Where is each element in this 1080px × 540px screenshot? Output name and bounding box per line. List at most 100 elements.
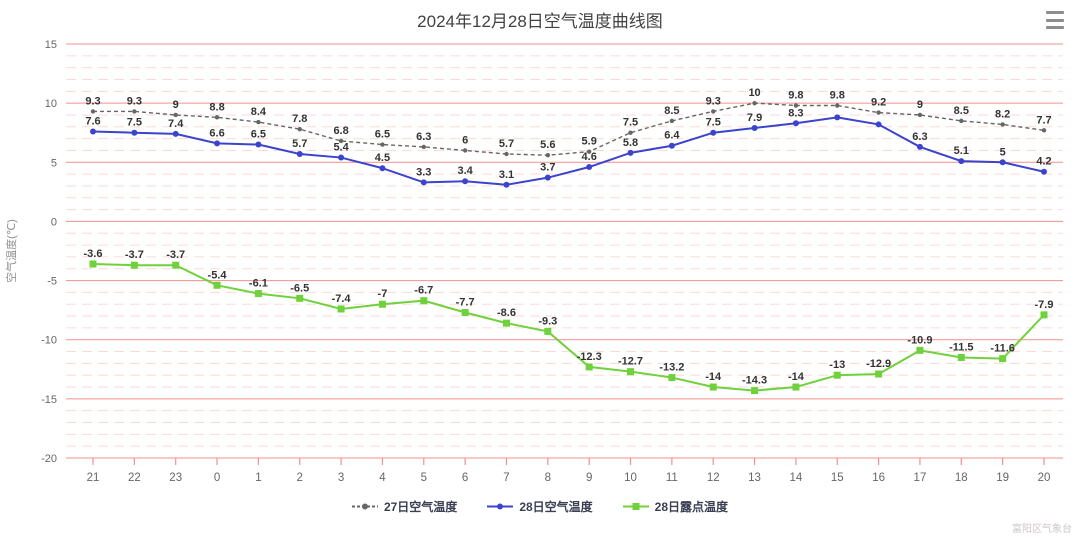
- data-point-label: -7: [378, 288, 388, 300]
- data-point-marker: [627, 368, 635, 376]
- x-axis-tick-label: 16: [872, 472, 885, 484]
- data-point-label: 3.7: [540, 162, 555, 174]
- x-axis-tick-label: 23: [169, 472, 182, 484]
- data-point-label: -3.6: [84, 248, 103, 260]
- data-point-marker: [502, 319, 510, 327]
- data-point-marker: [420, 179, 427, 186]
- data-point-label: 7.5: [623, 117, 638, 129]
- y-axis-tick-label: 5: [51, 157, 57, 169]
- data-point-label: -13: [829, 359, 845, 371]
- x-axis-tick-label: 3: [338, 472, 344, 484]
- x-axis-tick-label: 13: [748, 472, 761, 484]
- data-point-marker: [668, 374, 676, 382]
- data-point-label: 3.3: [416, 166, 431, 178]
- data-point-marker: [1040, 311, 1048, 319]
- data-point-marker: [89, 260, 97, 268]
- series-line: [92, 263, 1045, 392]
- data-point-label: -6.1: [249, 278, 268, 290]
- data-point-label: 5: [1000, 146, 1006, 158]
- data-point-label: 9: [917, 99, 923, 111]
- data-point-label: 7.7: [1036, 114, 1051, 126]
- data-point-label: -11.6: [990, 343, 1014, 355]
- data-point-label: 7.5: [127, 117, 142, 129]
- data-point-marker: [130, 261, 138, 269]
- data-point-marker: [999, 355, 1007, 363]
- data-point-marker: [835, 103, 840, 108]
- data-point-marker: [172, 130, 179, 137]
- legend-marker-icon: [487, 503, 514, 509]
- data-point-marker: [214, 140, 221, 147]
- data-point-label: 10: [748, 87, 760, 99]
- x-axis-tick-label: 14: [790, 472, 803, 484]
- legend-marker-icon: [351, 503, 378, 509]
- data-point-marker: [627, 149, 634, 156]
- x-axis-tick-label: 15: [831, 472, 844, 484]
- data-point-label: -3.7: [166, 249, 185, 261]
- data-point-label: 7.6: [85, 116, 100, 128]
- x-axis-tick-label: 1: [255, 472, 261, 484]
- legend-label: 27日空气温度: [383, 499, 458, 514]
- data-point-marker: [711, 109, 716, 114]
- data-point-label: 5.6: [540, 139, 555, 151]
- data-point-label: 6.5: [375, 129, 390, 141]
- data-point-marker: [833, 371, 841, 379]
- data-point-marker: [875, 121, 882, 128]
- data-point-marker: [792, 120, 799, 127]
- data-point-marker: [503, 181, 510, 188]
- legend-item-1[interactable]: 28日空气温度: [487, 498, 593, 515]
- data-point-marker: [1000, 122, 1005, 127]
- data-point-marker: [131, 129, 138, 136]
- data-point-marker: [916, 143, 923, 150]
- data-point-marker: [338, 138, 344, 144]
- x-axis-tick-label: 9: [586, 472, 592, 484]
- data-point-marker: [504, 151, 509, 157]
- data-point-label: 9.2: [871, 97, 886, 109]
- data-point-label: 5.9: [582, 136, 597, 148]
- data-point-label: -14: [705, 371, 722, 383]
- x-axis-tick-label: 11: [666, 472, 678, 484]
- x-axis-tick-label: 18: [955, 472, 968, 484]
- y-axis-tick-label: -20: [41, 453, 57, 465]
- data-point-marker: [420, 297, 428, 305]
- data-point-marker: [709, 383, 717, 391]
- data-point-marker: [172, 261, 180, 269]
- data-point-label: -7.7: [456, 297, 475, 309]
- legend-item-0[interactable]: 27日空气温度: [351, 498, 458, 515]
- series-line: [92, 116, 1045, 186]
- data-point-label: 9.3: [127, 95, 142, 107]
- data-point-marker: [875, 370, 883, 378]
- data-point-marker: [90, 128, 96, 135]
- data-point-marker: [628, 130, 633, 135]
- data-point-marker: [710, 129, 717, 136]
- y-axis-title: 空气温度(℃): [4, 219, 18, 283]
- hamburger-menu-icon[interactable]: [1046, 9, 1066, 31]
- data-point-label: -11.5: [949, 341, 973, 353]
- legend-label: 28日空气温度: [519, 499, 593, 514]
- data-point-marker: [958, 158, 965, 165]
- data-point-label: 6.4: [664, 130, 680, 142]
- data-point-label: 6.8: [333, 125, 348, 137]
- data-point-label: 9.3: [706, 95, 721, 107]
- y-axis-tick-label: 10: [45, 98, 57, 110]
- data-point-marker: [462, 178, 469, 185]
- data-point-marker: [544, 327, 552, 335]
- data-point-marker: [296, 294, 304, 302]
- data-point-marker: [380, 142, 385, 147]
- data-point-marker: [793, 103, 799, 108]
- data-point-marker: [917, 112, 923, 118]
- x-axis-tick-label: 5: [421, 472, 427, 484]
- x-axis-tick-label: 21: [87, 472, 100, 484]
- data-point-marker: [214, 115, 220, 120]
- data-point-label: -6.7: [414, 285, 433, 297]
- data-point-marker: [90, 109, 96, 114]
- data-point-label: 8.2: [995, 108, 1010, 120]
- x-axis-tick-label: 6: [462, 472, 468, 484]
- legend-item-2[interactable]: 28日露点温度: [622, 498, 729, 515]
- legend-label: 28日露点温度: [654, 499, 729, 514]
- data-point-label: -13.2: [659, 362, 684, 374]
- data-point-label: 6.3: [912, 131, 927, 143]
- data-point-marker: [213, 281, 221, 289]
- data-point-marker: [876, 110, 881, 115]
- data-point-label: 6.5: [251, 129, 266, 141]
